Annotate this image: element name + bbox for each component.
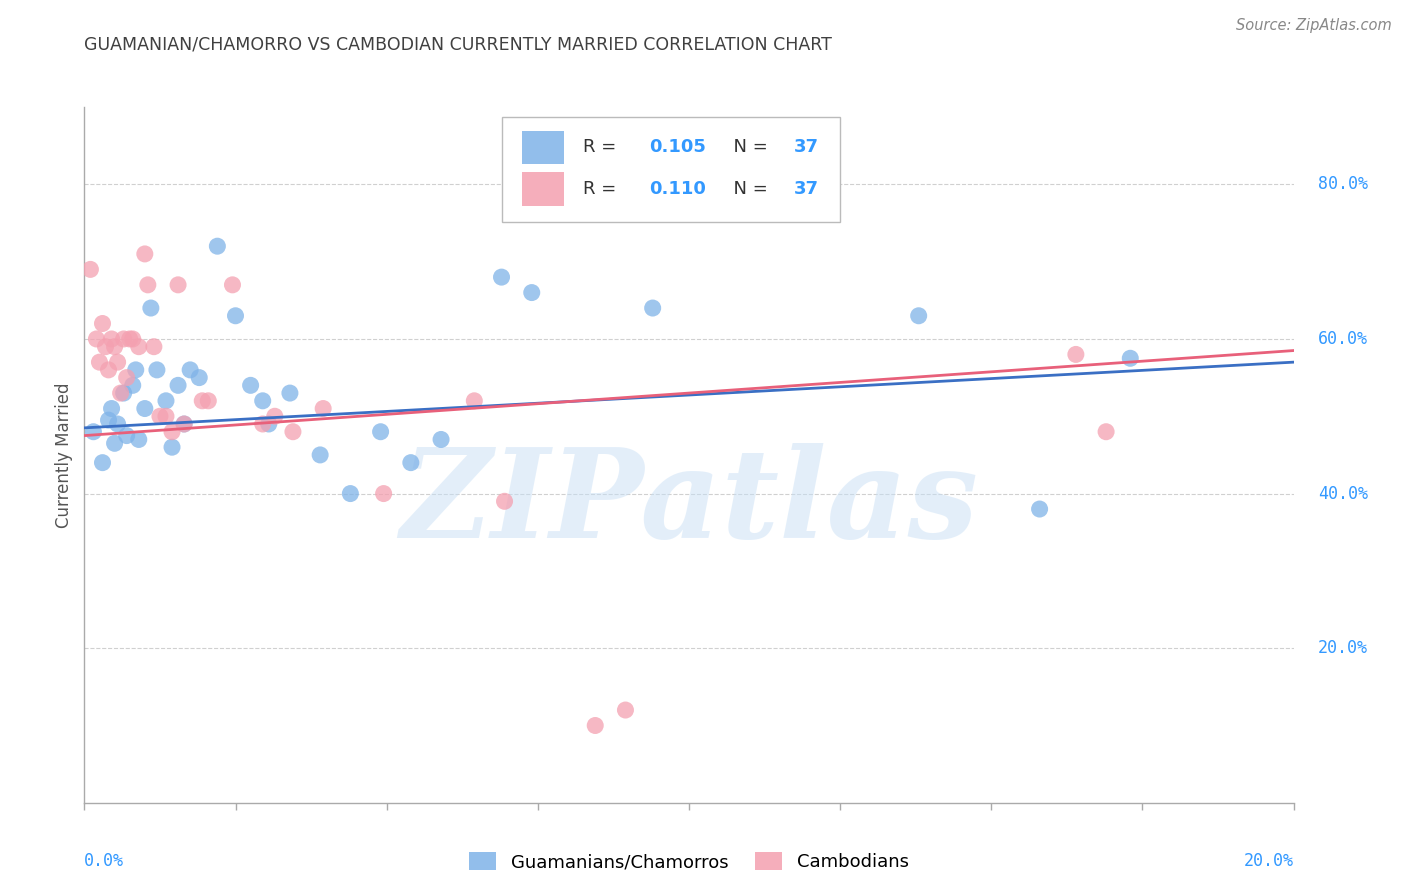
- Legend: Guamanians/Chamorros, Cambodians: Guamanians/Chamorros, Cambodians: [461, 845, 917, 879]
- Point: [107, 417, 129, 431]
- Point: [641, 301, 664, 315]
- Point: [339, 486, 361, 500]
- Point: [91, 317, 114, 331]
- Point: [281, 425, 304, 439]
- Point: [82, 425, 104, 439]
- Point: [463, 393, 485, 408]
- Text: 20.0%: 20.0%: [1317, 640, 1368, 657]
- Point: [121, 332, 143, 346]
- Point: [1095, 425, 1118, 439]
- Point: [1119, 351, 1142, 366]
- Point: [155, 409, 177, 424]
- Point: [1064, 347, 1087, 361]
- Point: [188, 370, 211, 384]
- Text: 0.105: 0.105: [650, 138, 706, 156]
- Point: [167, 277, 190, 292]
- Text: 40.0%: 40.0%: [1317, 484, 1368, 502]
- Point: [115, 428, 138, 442]
- Point: [494, 494, 516, 508]
- Point: [100, 332, 122, 346]
- Point: [104, 436, 127, 450]
- Point: [115, 370, 138, 384]
- Point: [112, 332, 135, 346]
- Text: R =: R =: [582, 138, 621, 156]
- Text: R =: R =: [582, 180, 621, 198]
- Text: 0.110: 0.110: [650, 180, 706, 198]
- Bar: [522, 172, 564, 206]
- Point: [257, 417, 280, 431]
- Point: [370, 425, 392, 439]
- Point: [173, 417, 195, 431]
- Point: [91, 456, 114, 470]
- Point: [139, 301, 162, 315]
- Text: 37: 37: [794, 138, 820, 156]
- Point: [134, 247, 156, 261]
- Point: [520, 285, 543, 300]
- Point: [225, 309, 247, 323]
- Point: [160, 425, 183, 439]
- Point: [94, 340, 117, 354]
- Point: [252, 393, 274, 408]
- Y-axis label: Currently Married: Currently Married: [55, 382, 73, 528]
- Point: [86, 332, 108, 346]
- Point: [100, 401, 122, 416]
- Point: [263, 409, 285, 424]
- Point: [1028, 502, 1050, 516]
- Text: 37: 37: [794, 180, 820, 198]
- Point: [121, 378, 143, 392]
- Point: [118, 332, 141, 346]
- Point: [142, 340, 165, 354]
- Point: [491, 270, 513, 285]
- Point: [167, 378, 190, 392]
- Point: [373, 486, 395, 500]
- Point: [107, 355, 129, 369]
- Point: [278, 386, 301, 401]
- Point: [221, 277, 243, 292]
- Point: [149, 409, 172, 424]
- Text: N =: N =: [721, 138, 773, 156]
- Point: [146, 363, 169, 377]
- Point: [136, 277, 159, 292]
- Text: N =: N =: [721, 180, 773, 198]
- Point: [197, 393, 219, 408]
- Point: [312, 401, 335, 416]
- Text: 60.0%: 60.0%: [1317, 330, 1368, 348]
- Text: 80.0%: 80.0%: [1317, 176, 1368, 194]
- Point: [155, 393, 177, 408]
- Point: [399, 456, 422, 470]
- Point: [104, 340, 127, 354]
- Text: 20.0%: 20.0%: [1243, 852, 1294, 870]
- Point: [614, 703, 637, 717]
- Point: [97, 413, 120, 427]
- Point: [309, 448, 332, 462]
- Point: [110, 386, 132, 401]
- Point: [160, 440, 183, 454]
- Point: [207, 239, 229, 253]
- Text: ZIPatlas: ZIPatlas: [399, 442, 979, 565]
- Text: Source: ZipAtlas.com: Source: ZipAtlas.com: [1236, 18, 1392, 33]
- Point: [907, 309, 929, 323]
- Point: [128, 433, 150, 447]
- Point: [191, 393, 214, 408]
- Point: [179, 363, 201, 377]
- Point: [125, 363, 148, 377]
- Point: [430, 433, 453, 447]
- Point: [173, 417, 195, 431]
- Bar: [522, 131, 564, 164]
- Point: [252, 417, 274, 431]
- FancyBboxPatch shape: [502, 118, 841, 222]
- Text: GUAMANIAN/CHAMORRO VS CAMBODIAN CURRENTLY MARRIED CORRELATION CHART: GUAMANIAN/CHAMORRO VS CAMBODIAN CURRENTL…: [84, 36, 832, 54]
- Point: [583, 718, 606, 732]
- Text: 0.0%: 0.0%: [84, 852, 124, 870]
- Point: [97, 363, 120, 377]
- Point: [134, 401, 156, 416]
- Point: [112, 386, 135, 401]
- Point: [128, 340, 150, 354]
- Point: [79, 262, 101, 277]
- Point: [239, 378, 262, 392]
- Point: [89, 355, 111, 369]
